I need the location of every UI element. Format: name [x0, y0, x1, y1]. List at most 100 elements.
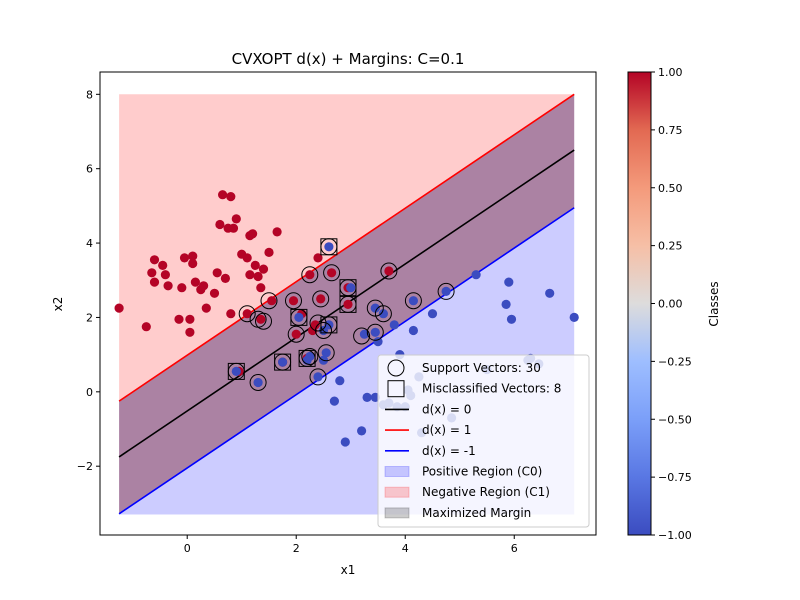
class-1-point — [313, 253, 323, 263]
class-minus-1-point — [389, 320, 399, 330]
legend-entry: d(x) = -1 — [385, 444, 476, 458]
support-vector-marker — [287, 325, 305, 343]
class-1-point — [160, 270, 170, 280]
class-minus-1-point — [340, 437, 350, 447]
support-vector-marker — [353, 327, 371, 345]
support-vector-marker — [301, 266, 319, 284]
misclassified-marker — [339, 295, 357, 313]
class-minus-1-point — [569, 312, 579, 322]
class-minus-1-point — [324, 242, 334, 252]
legend-square-marker — [387, 380, 405, 398]
colorbar-tick-label: −0.50 — [658, 413, 692, 426]
y-tick-label: −2 — [77, 460, 93, 473]
colorbar-label: Classes — [707, 281, 721, 326]
x-tick-label: 0 — [184, 542, 191, 555]
legend-entry: Support Vectors: 30 — [387, 359, 541, 377]
legend-label: d(x) = 0 — [422, 402, 471, 416]
legend-entry: Maximized Margin — [384, 506, 531, 520]
class-1-point — [231, 214, 241, 224]
legend-entry: d(x) = 1 — [385, 423, 471, 437]
x-tick-label: 4 — [402, 542, 409, 555]
class-1-point — [228, 223, 239, 233]
support-vector-marker — [404, 292, 422, 310]
colorbar-tick-label: 1.00 — [658, 66, 683, 79]
class-minus-1-point — [408, 325, 418, 336]
class-minus-1-point — [305, 351, 315, 362]
support-vector-marker — [315, 322, 332, 339]
x-tick-label: 2 — [293, 542, 300, 555]
x-tick-label: 6 — [511, 542, 518, 555]
class-minus-1-point — [373, 337, 383, 347]
chart-title: CVXOPT d(x) + Margins: C=0.1 — [232, 50, 465, 68]
support-vector-marker — [255, 312, 272, 330]
class-1-point — [188, 251, 198, 261]
class-minus-1-point — [370, 303, 380, 313]
class-1-point — [199, 281, 209, 291]
class-1-point — [114, 303, 124, 313]
legend-box — [377, 354, 590, 528]
support-vector-marker — [437, 282, 455, 300]
support-vector-marker — [285, 292, 302, 310]
class-minus-1-point — [329, 396, 339, 406]
class-minus-1-point — [294, 312, 304, 322]
legend-label: Negative Region (C1) — [422, 485, 550, 499]
class-1-point — [316, 294, 326, 304]
class-1-point — [343, 299, 353, 309]
class-1-point — [242, 253, 252, 263]
class-1-point — [149, 255, 160, 265]
colorbar-tick-label: 0.50 — [658, 182, 683, 195]
legend-label: Support Vectors: 30 — [422, 361, 541, 375]
colorbar-ticks: 1.00 0.75 0.50 0.25 0.00 −0.25 −0.50 −0.75 −1.00 — [651, 66, 692, 542]
legend-patch-marker — [384, 507, 410, 519]
class-1-point — [264, 247, 274, 257]
class-1-point — [256, 314, 266, 324]
class-1-point — [226, 192, 236, 202]
colorbar-tick-label: −0.25 — [658, 355, 692, 368]
class-minus-1-point — [408, 296, 418, 306]
class-1-point — [185, 314, 195, 324]
class-1-point — [305, 270, 315, 280]
misclassified-marker — [290, 308, 308, 326]
y-tick-label: 2 — [86, 311, 93, 324]
x-axis-ticks: 0 2 4 6 — [184, 535, 518, 555]
class-1-point — [218, 190, 228, 200]
class-minus-1-point — [253, 377, 263, 388]
class-1-point — [384, 266, 394, 276]
support-vector-marker — [317, 344, 335, 362]
misclassified-layer — [227, 238, 357, 380]
class-1-point — [201, 303, 211, 313]
colorbar-tick-label: 0.00 — [658, 298, 683, 311]
x-axis-label: x1 — [341, 563, 356, 577]
legend-label: Misclassified Vectors: 8 — [422, 382, 561, 396]
class-1-point — [310, 320, 320, 330]
support-vector-marker — [249, 374, 267, 391]
support-vector-marker — [260, 292, 278, 310]
class-1-point — [242, 309, 252, 319]
class-1-point — [245, 270, 255, 280]
colorbar-tick-label: −0.75 — [658, 471, 692, 484]
class-minus-1-point — [471, 270, 481, 280]
legend-entry: Positive Region (C0) — [384, 465, 542, 479]
class-1-point — [185, 327, 195, 337]
class-minus-1-point — [362, 392, 372, 402]
colorbar-tick-label: 0.25 — [658, 240, 683, 253]
class-1-point — [248, 229, 258, 239]
y-tick-label: 4 — [86, 237, 93, 250]
misclassified-marker — [320, 238, 338, 256]
class-1-point — [267, 296, 277, 306]
y-axis-ticks: −2 0 2 4 6 8 — [77, 88, 100, 473]
class-minus-1-point — [501, 299, 511, 309]
y-axis-label: x2 — [51, 297, 65, 312]
class-minus-1-point — [313, 372, 323, 382]
misclassified-marker — [227, 362, 245, 380]
class-minus-1-point — [278, 357, 288, 367]
class-minus-1-point — [231, 366, 241, 376]
colorbar-tick-label: −1.00 — [658, 529, 692, 542]
class-1-point — [256, 283, 266, 293]
class-minus-1-point — [335, 376, 345, 386]
legend-entry: d(x) = 0 — [385, 402, 471, 416]
class-minus-1-point — [441, 286, 451, 296]
legend-label: Maximized Margin — [422, 506, 531, 520]
support-vector-marker — [366, 323, 384, 341]
